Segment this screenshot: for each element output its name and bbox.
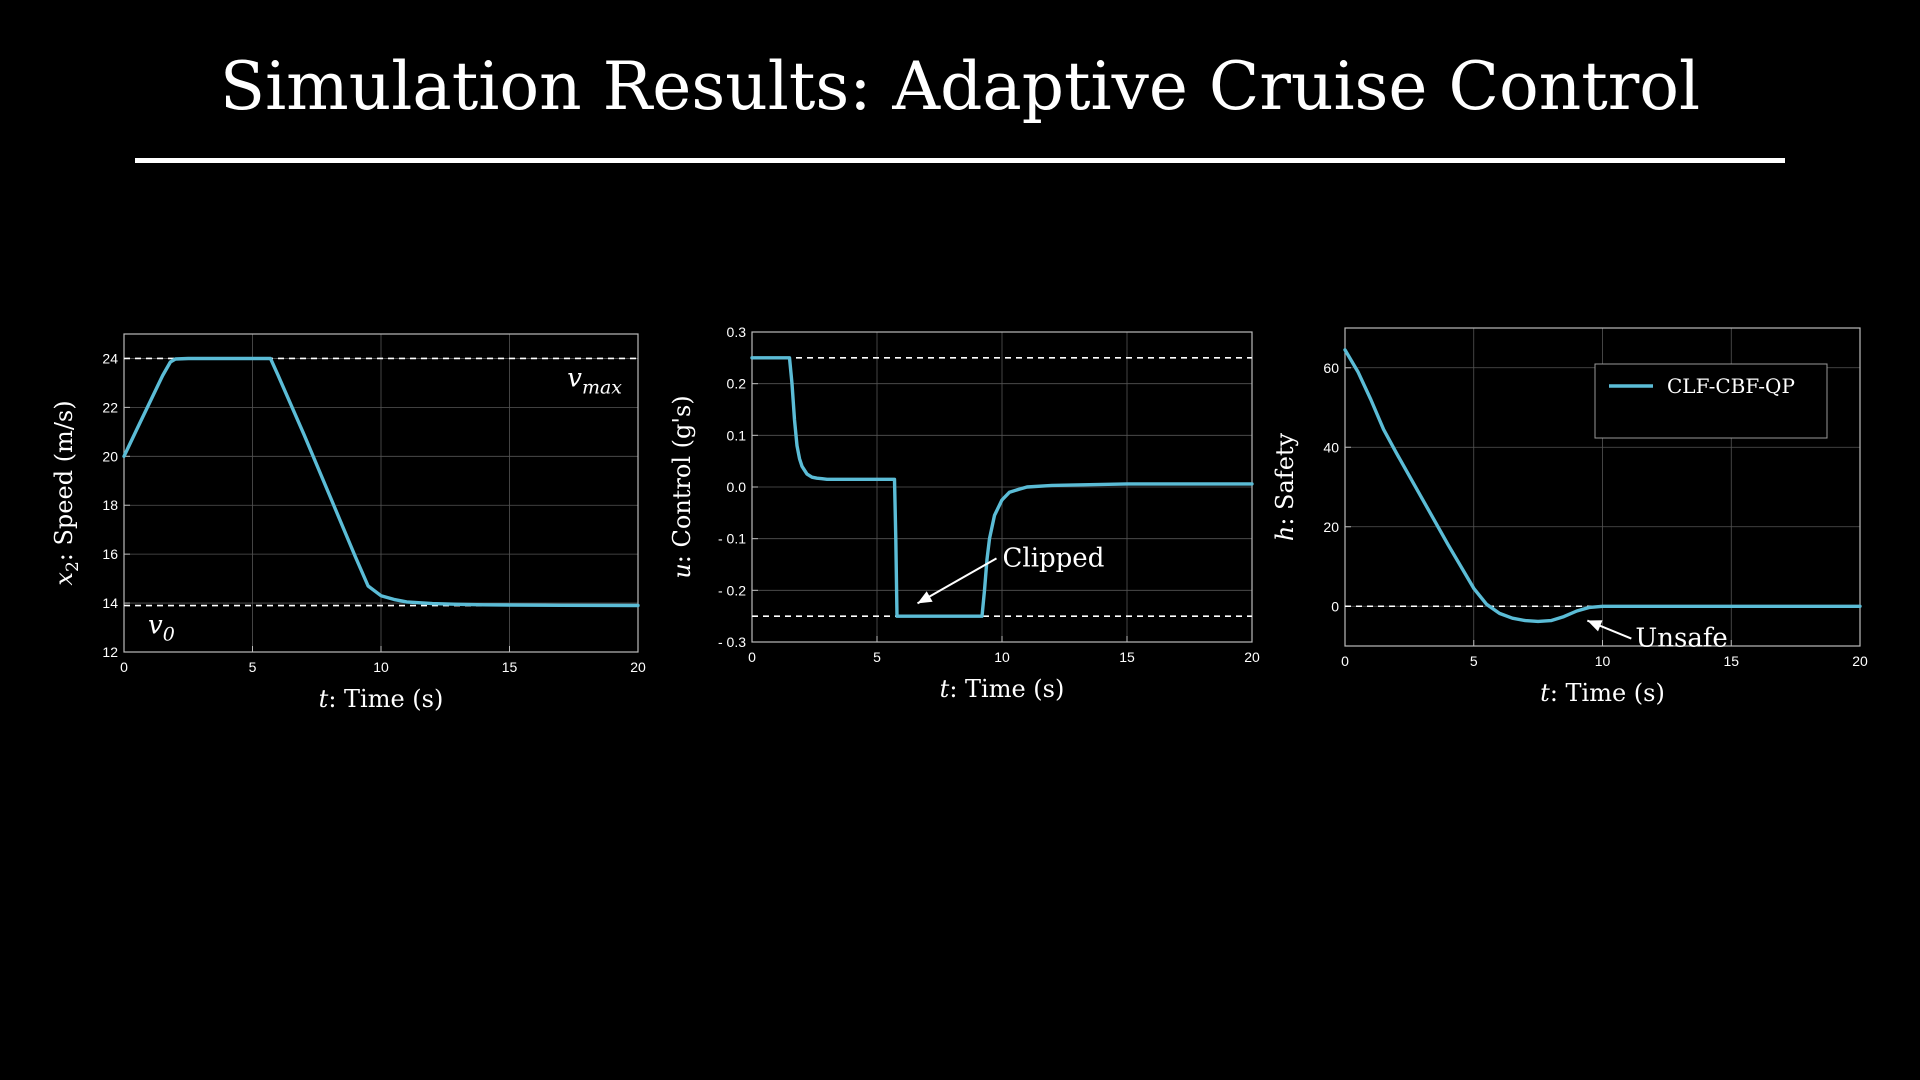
y-tick-label: 60 (1323, 360, 1339, 376)
y-tick-label: 0 (1331, 598, 1339, 614)
slide-title: Simulation Results: Adaptive Cruise Cont… (219, 48, 1701, 125)
chart-3: 0 5 10 15 20 0 20 40 60 t: Time (s) h: Safety Unsaf… (1271, 327, 1868, 707)
x-tick-label: 5 (1470, 653, 1478, 669)
x-axis-text: : Time (s) (949, 675, 1064, 703)
y-tick-label: 22 (102, 399, 118, 415)
annotation-arrow-head (917, 591, 933, 604)
x-axis-text: : Time (s) (1550, 679, 1665, 707)
y-axis-variable: u (668, 563, 696, 578)
x-tick-label: 15 (1119, 649, 1135, 665)
legend-box (1594, 363, 1828, 439)
y-tick-label: - 0.2 (718, 582, 746, 598)
legend-entry: CLF-CBF-QP (1667, 374, 1795, 398)
y-tick-label: 12 (102, 644, 118, 660)
y-axis-label: x2: Speed (m/s) (50, 400, 83, 585)
legend: CLF-CBF-QP (1594, 363, 1828, 439)
y-tick-label: 0.2 (727, 376, 747, 392)
x-axis-variable: t (940, 675, 950, 703)
y-axis-subscript: 2 (63, 561, 83, 572)
x-tick-label: 5 (249, 659, 257, 675)
y-axis-text: : Speed (m/s) (50, 400, 78, 561)
x-tick-label: 20 (1852, 653, 1868, 669)
x-axis-label: t: Time (s) (1540, 679, 1665, 707)
x-tick-label: 0 (748, 649, 756, 665)
y-tick-label: 0.0 (727, 479, 747, 495)
y-tick-label: 24 (102, 350, 118, 366)
x-tick-label: 0 (1341, 653, 1349, 669)
y-axis-variable: h (1271, 526, 1299, 541)
x-axis-variable: t (1540, 679, 1550, 707)
x-tick-label: 15 (1723, 653, 1739, 669)
y-tick-label: 0.1 (727, 427, 747, 443)
y-axis-text: : Safety (1271, 432, 1299, 525)
reference-label-main: v (567, 363, 582, 393)
x-axis-text: : Time (s) (328, 685, 443, 713)
x-tick-label: 15 (502, 659, 518, 675)
x-tick-label: 10 (1595, 653, 1611, 669)
x-axis-variable: t (319, 685, 329, 713)
y-tick-label: 16 (102, 546, 118, 562)
y-tick-label: - 0.3 (718, 634, 746, 650)
x-axis-label: t: Time (s) (319, 685, 444, 713)
x-tick-label: 20 (630, 659, 646, 675)
series-line (122, 356, 640, 608)
y-tick-label: 20 (1323, 519, 1339, 535)
title-underline (135, 158, 1785, 163)
y-axis-text: : Control (g's) (668, 395, 696, 563)
y-tick-label: 20 (102, 448, 118, 464)
x-tick-label: 10 (994, 649, 1010, 665)
x-tick-label: 10 (373, 659, 389, 675)
reference-label-subscript: max (582, 376, 622, 398)
x-tick-label: 20 (1244, 649, 1260, 665)
y-tick-label: 14 (102, 595, 118, 611)
x-tick-label: 0 (120, 659, 128, 675)
chart-2: 0 5 10 15 20 - 0.3 - 0.2 - 0.1 0.0 0.1 0.2 0.3 t: Ti… (668, 324, 1260, 703)
x-axis-label: t: Time (s) (940, 675, 1065, 703)
x-tick-label: 5 (873, 649, 881, 665)
annotation-arrow-head (1587, 620, 1603, 632)
y-tick-label: - 0.1 (718, 531, 746, 547)
y-axis-variable: x (50, 572, 78, 586)
annotation-label: Clipped (1003, 543, 1105, 573)
y-tick-label: 18 (102, 497, 118, 513)
series-line (750, 356, 1254, 618)
series-line (1343, 348, 1862, 624)
annotation-arrow-shaft (917, 557, 997, 605)
reference-label-subscript: 0 (163, 624, 175, 646)
y-tick-label: 0.3 (727, 324, 747, 340)
y-tick-label: 40 (1323, 439, 1339, 455)
annotation-label: Unsafe (1635, 624, 1728, 654)
reference-label-main: v (148, 611, 163, 641)
y-axis-label: u: Control (g's) (668, 395, 696, 578)
reference-line-label: v0 (148, 611, 175, 646)
reference-line-label: vmax (567, 363, 622, 398)
y-axis-label: h: Safety (1271, 432, 1299, 541)
